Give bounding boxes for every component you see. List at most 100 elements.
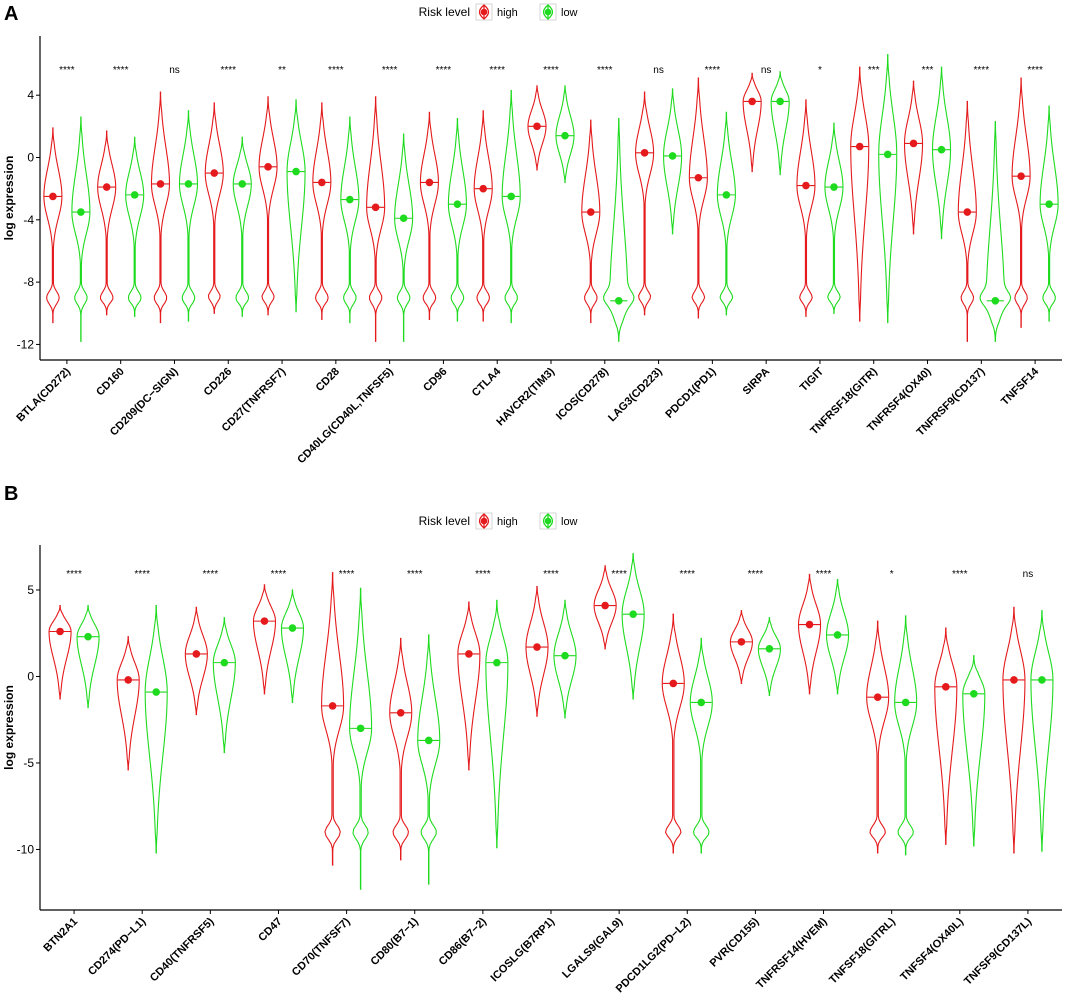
y-tick-label: 5 (27, 583, 34, 597)
legend-panel-b: Risk level high low (419, 512, 578, 530)
legend-key-high (475, 3, 493, 21)
legend-label-low: low (561, 7, 578, 19)
x-tick-label: TNFSF9(CD137L) (962, 915, 1034, 987)
category-group: HAVCR2(TIM3) **** (494, 65, 575, 428)
significance-label: **** (220, 65, 236, 76)
y-tick-label: -5 (23, 756, 34, 770)
median-point-low (292, 167, 300, 176)
violin-high (457, 601, 481, 771)
violin-high (48, 604, 72, 700)
significance-label: ns (653, 65, 664, 76)
x-tick-label: LAG3(CD223) (606, 365, 665, 424)
significance-label: **** (59, 65, 75, 76)
x-tick-label: TNFSF14 (999, 365, 1042, 408)
violin-low (76, 604, 100, 709)
violin-high (419, 111, 439, 321)
violin-low (621, 553, 645, 700)
violin-high (527, 85, 547, 171)
median-point-low (970, 689, 978, 698)
violin-high (581, 119, 601, 324)
median-point-low (493, 658, 501, 667)
median-point-low (629, 610, 637, 618)
y-tick-label: 0 (27, 669, 34, 683)
category-group: LAG3(CD223) ns (606, 65, 683, 424)
violin-low (770, 71, 790, 176)
category-group: CD40LG(CD40L,TNFSF5) **** (295, 65, 414, 466)
median-point-high (533, 122, 541, 131)
significance-label: ns (761, 65, 772, 76)
violin-high (258, 96, 278, 316)
significance-label: **** (543, 65, 559, 76)
median-point-low (346, 195, 354, 204)
violin-low (178, 110, 199, 322)
violin-high (366, 96, 386, 342)
median-point-low (883, 150, 892, 159)
category-group: TNFRSF4(OX40)*** (865, 65, 952, 434)
violin-low (663, 88, 683, 235)
median-point-high (192, 650, 201, 658)
panel-b-chart: 5 0 -5 -10 log expression BTN2A1 **** CD274(PD−… (2, 545, 1062, 995)
category-group: TNFSF14 **** (999, 65, 1059, 408)
violin-low (125, 136, 145, 317)
median-point-high (328, 702, 337, 710)
median-point-high (318, 178, 326, 187)
median-point-high (873, 693, 882, 702)
category-group: CD70(TNFSF7) **** (290, 569, 373, 979)
category-group: LGALS9(GAL9) **** (560, 553, 645, 981)
median-point-high (396, 708, 405, 717)
violin-low (280, 589, 305, 703)
median-point-high (260, 617, 269, 625)
median-point-high (371, 203, 380, 212)
violin-high (321, 572, 345, 866)
median-point-low (1045, 200, 1053, 209)
violin-low (144, 604, 168, 854)
x-tick-label: PDCD1LG2(PD−L2) (614, 915, 694, 995)
violin-low (689, 637, 713, 854)
median-point-low (991, 297, 1000, 305)
significance-label: **** (339, 569, 355, 580)
median-point-high (156, 180, 165, 188)
violin-low (447, 118, 467, 322)
panel-b-letter: B (4, 483, 18, 505)
violin-low (824, 122, 844, 314)
y-tick-label: -12 (17, 337, 35, 351)
x-tick-label: LGALS9(GAL9) (560, 915, 625, 980)
violin-high (635, 91, 655, 316)
median-point-low (697, 698, 706, 707)
category-group: CD209(DC−SIGN)ns (108, 65, 199, 438)
median-point-low (937, 145, 946, 154)
violin-high (1011, 77, 1031, 328)
x-tick-label: PVR(CD155) (708, 915, 762, 969)
violin-high (797, 573, 822, 695)
x-tick-label: CD96 (421, 366, 449, 394)
median-point-low (668, 152, 677, 160)
legend-label-low: low (561, 516, 578, 528)
median-point-high (694, 173, 703, 182)
x-tick-label: CD80(B7−1) (368, 915, 421, 968)
violin-high (312, 102, 332, 321)
median-point-low (453, 200, 462, 209)
median-point-low (130, 191, 139, 199)
y-axis-label: log expression (2, 685, 16, 770)
significance-label: * (818, 65, 822, 76)
category-group: PDCD1LG2(PD−L2) **** (614, 569, 713, 995)
significance-label: **** (436, 65, 452, 76)
median-point-high (210, 169, 219, 177)
violin-low (894, 615, 918, 856)
violin-low (553, 599, 577, 719)
category-group: CD86(B7−2) **** (437, 569, 509, 968)
violin-low (1039, 105, 1059, 322)
category-group: CD80(B7−1) **** (368, 569, 441, 968)
median-point-low (776, 97, 784, 106)
violin-low (394, 133, 414, 342)
x-tick-label: ICOSLG(B7RP1) (489, 915, 558, 984)
violin-high (688, 77, 708, 319)
violin-low (1030, 610, 1054, 852)
median-point-low (1038, 676, 1046, 684)
median-point-high (855, 142, 864, 151)
category-group: BTLA(CD272) **** (14, 65, 91, 424)
median-point-low (561, 651, 569, 660)
median-point-high (805, 620, 814, 629)
violin-high (1002, 606, 1026, 854)
median-point-high (1017, 172, 1025, 180)
